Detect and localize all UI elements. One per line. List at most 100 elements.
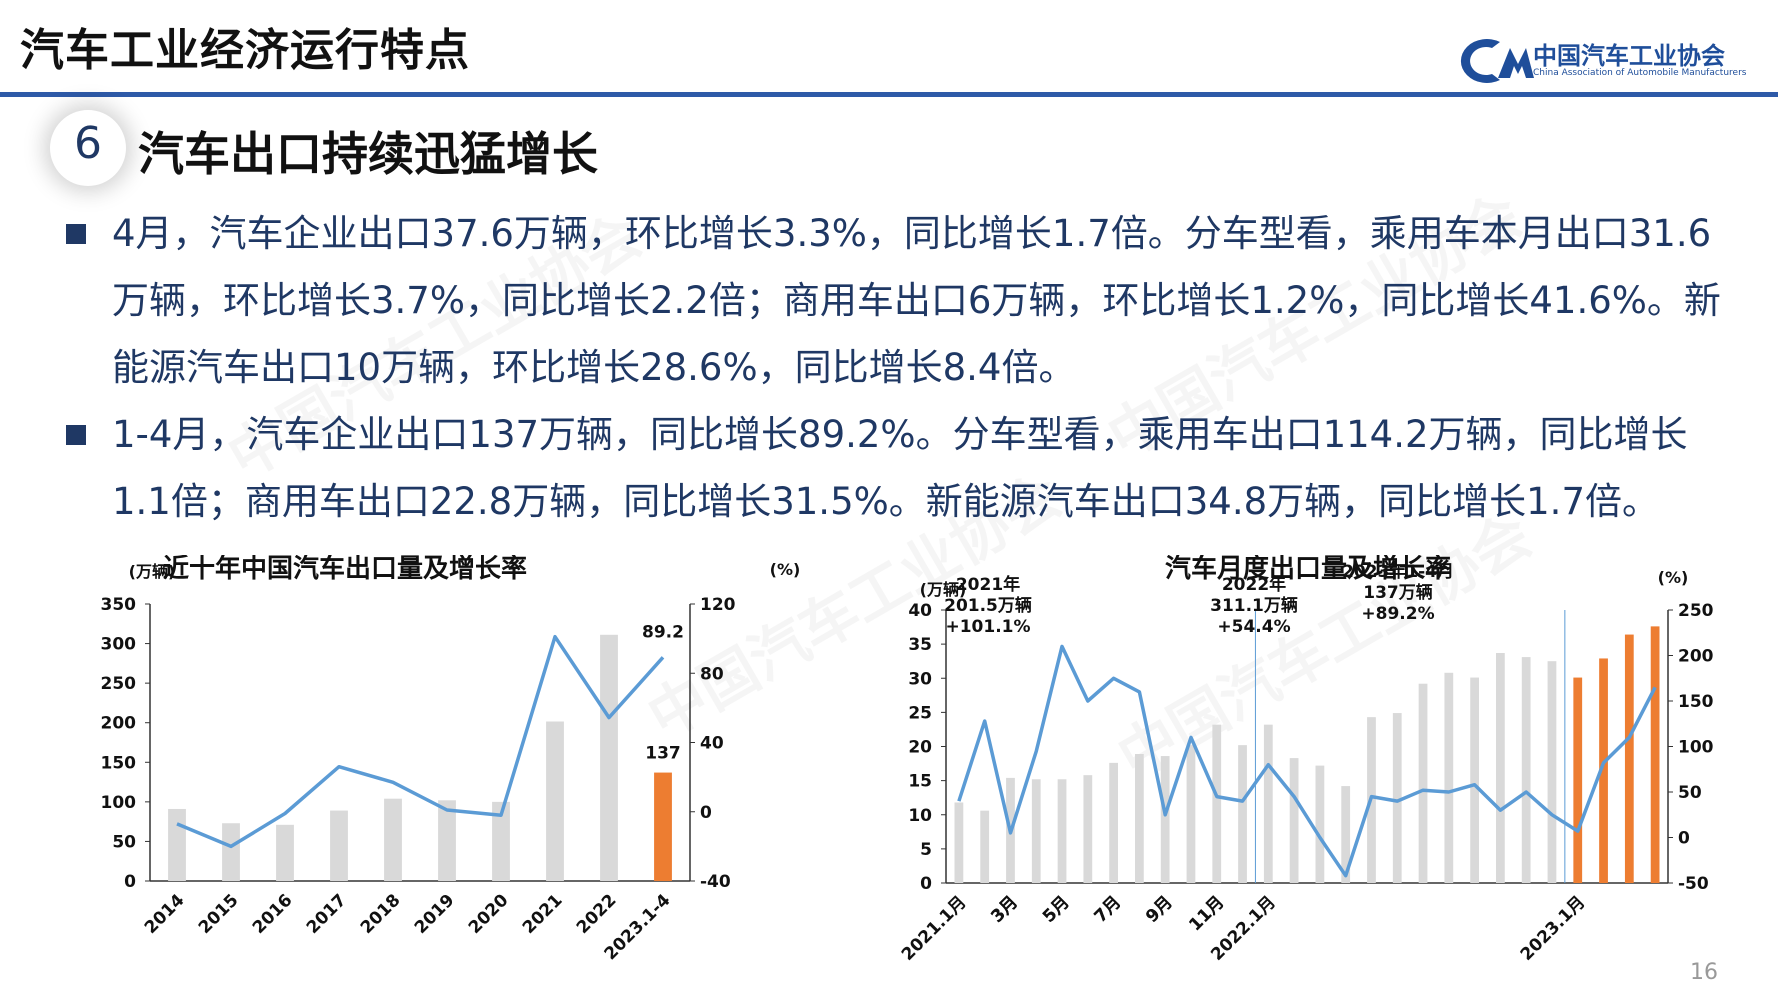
y2-tick-label: -50: [1678, 874, 1709, 894]
bar: [1547, 661, 1557, 883]
annotation-text: 201.5万辆: [944, 595, 1032, 616]
x-tick-label: 7月: [1091, 892, 1126, 927]
plot-area: 0 5 10 15 20 25 30 35 40 -50 0 50 100 150 200 250 2021.1…: [898, 561, 1714, 965]
header-divider: [0, 92, 1778, 97]
y-tick-label: 350: [101, 595, 137, 615]
bar: [222, 823, 240, 881]
bar: [1135, 754, 1144, 883]
x-tick-label: 2014: [141, 890, 189, 938]
y2-tick-label: 120: [700, 595, 736, 615]
y-tick-label: 200: [101, 714, 137, 734]
bar: [546, 721, 564, 881]
bar: [1496, 652, 1505, 883]
bar: [1444, 672, 1454, 883]
x-tick-label: 2018: [357, 890, 405, 938]
y-tick-label: 50: [112, 832, 136, 852]
y2-tick-label: 0: [700, 803, 712, 823]
bar: [1109, 762, 1118, 883]
bar: [1057, 779, 1067, 883]
annual-export-chart: 近十年中国汽车出口量及增长率 (万辆) (%) 0 50 100 150 200 250 3…: [101, 555, 801, 964]
bar: [980, 810, 990, 883]
data-label: 137: [645, 744, 681, 764]
y2-tick-label: 40: [700, 734, 724, 754]
y-tick-label: 100: [101, 793, 137, 813]
y-tick-label: 25: [908, 703, 932, 723]
annotation-text: 2023年1-4月: [1342, 561, 1454, 582]
y-tick-label: 250: [101, 674, 137, 694]
annotation-text: +89.2%: [1361, 604, 1434, 624]
y2-tick-label: 80: [700, 664, 724, 684]
bar: [600, 634, 618, 881]
bar: [654, 772, 672, 881]
bar: [1624, 634, 1634, 883]
bar: [384, 798, 402, 881]
y-tick-label: 0: [124, 872, 136, 892]
bar: [1650, 626, 1660, 883]
bar: [1083, 775, 1093, 883]
y-tick-label: 35: [908, 635, 932, 655]
bar: [276, 824, 294, 881]
y2-tick-label: 100: [1678, 738, 1714, 758]
y2-axis-unit: (%): [1658, 568, 1689, 587]
bar: [1599, 658, 1608, 883]
section-number: 6: [74, 118, 102, 169]
logo-text-cn: 中国汽车工业协会: [1533, 42, 1725, 70]
y-tick-label: 300: [101, 635, 137, 655]
bar: [1521, 657, 1531, 883]
bar: [492, 801, 510, 881]
y2-tick-label: 0: [1678, 829, 1690, 849]
y2-tick-label: 200: [1678, 647, 1714, 667]
y-tick-label: 15: [908, 772, 932, 792]
annotation-text: 2022年: [1222, 574, 1286, 595]
caam-logo: [1460, 39, 1534, 83]
annotation-text: 2021年: [956, 574, 1020, 595]
bar: [1315, 765, 1325, 883]
y-axis-unit: (万辆): [129, 562, 176, 581]
section-title: 汽车出口持续迅猛增长: [138, 127, 598, 181]
y-tick-label: 5: [920, 840, 932, 860]
bar: [330, 810, 348, 881]
bullet-list: 4月，汽车企业出口37.6万辆，环比增长3.3%，同比增长1.7倍。分车型看，乘…: [60, 200, 1730, 535]
bar: [954, 802, 964, 883]
section-number-badge: 6: [50, 110, 126, 186]
bar: [1186, 745, 1196, 883]
bar: [168, 808, 186, 881]
page-title: 汽车工业经济运行特点: [20, 25, 470, 76]
y2-axis-unit: (%): [770, 560, 801, 579]
chart-title: 近十年中国汽车出口量及增长率: [163, 555, 527, 584]
chart-title: 汽车月度出口量及增长率: [1165, 555, 1451, 584]
y-tick-label: 10: [908, 806, 932, 826]
page-number: 16: [1690, 960, 1718, 985]
growth-rate-line: [176, 634, 665, 849]
x-tick-label: 11月: [1185, 892, 1228, 935]
monthly-export-chart: 汽车月度出口量及增长率 (万辆) (%) 0 5 10 15 20 25 30 35 40 -50…: [898, 555, 1714, 965]
y-axis-unit: (万辆): [920, 580, 967, 599]
square-bullet-icon: [66, 224, 86, 244]
bar: [1212, 724, 1222, 883]
y-tick-label: 20: [908, 738, 932, 758]
bar: [1418, 683, 1428, 883]
x-tick-label: 2016: [249, 890, 297, 938]
x-tick-label: 2021.1月: [898, 892, 971, 965]
bar: [1341, 786, 1351, 883]
x-tick-label: 9月: [1142, 892, 1177, 927]
bar: [1573, 677, 1583, 883]
y-tick-label: 40: [908, 601, 932, 621]
x-tick-label: 2017: [303, 890, 351, 938]
bullet-text: 1-4月，汽车企业出口137万辆，同比增长89.2%。分车型看，乘用车出口114…: [112, 413, 1688, 523]
bar: [1392, 713, 1402, 883]
y-tick-label: 30: [908, 669, 932, 689]
bar: [1263, 724, 1273, 883]
x-tick-label: 2023.1月: [1517, 892, 1590, 965]
bar: [1160, 756, 1170, 883]
x-tick-label: 2019: [411, 890, 459, 938]
x-tick-label: 2020: [465, 890, 513, 938]
bar: [1470, 677, 1479, 883]
y2-tick-label: -40: [700, 872, 731, 892]
bullet-text: 4月，汽车企业出口37.6万辆，环比增长3.3%，同比增长1.7倍。分车型看，乘…: [112, 212, 1721, 389]
square-bullet-icon: [66, 425, 86, 445]
logo-text-en: China Association of Automobile Manufact…: [1533, 68, 1747, 78]
y-tick-label: 150: [101, 753, 137, 773]
annotation-text: 137万辆: [1363, 582, 1433, 603]
bar: [1031, 779, 1041, 883]
